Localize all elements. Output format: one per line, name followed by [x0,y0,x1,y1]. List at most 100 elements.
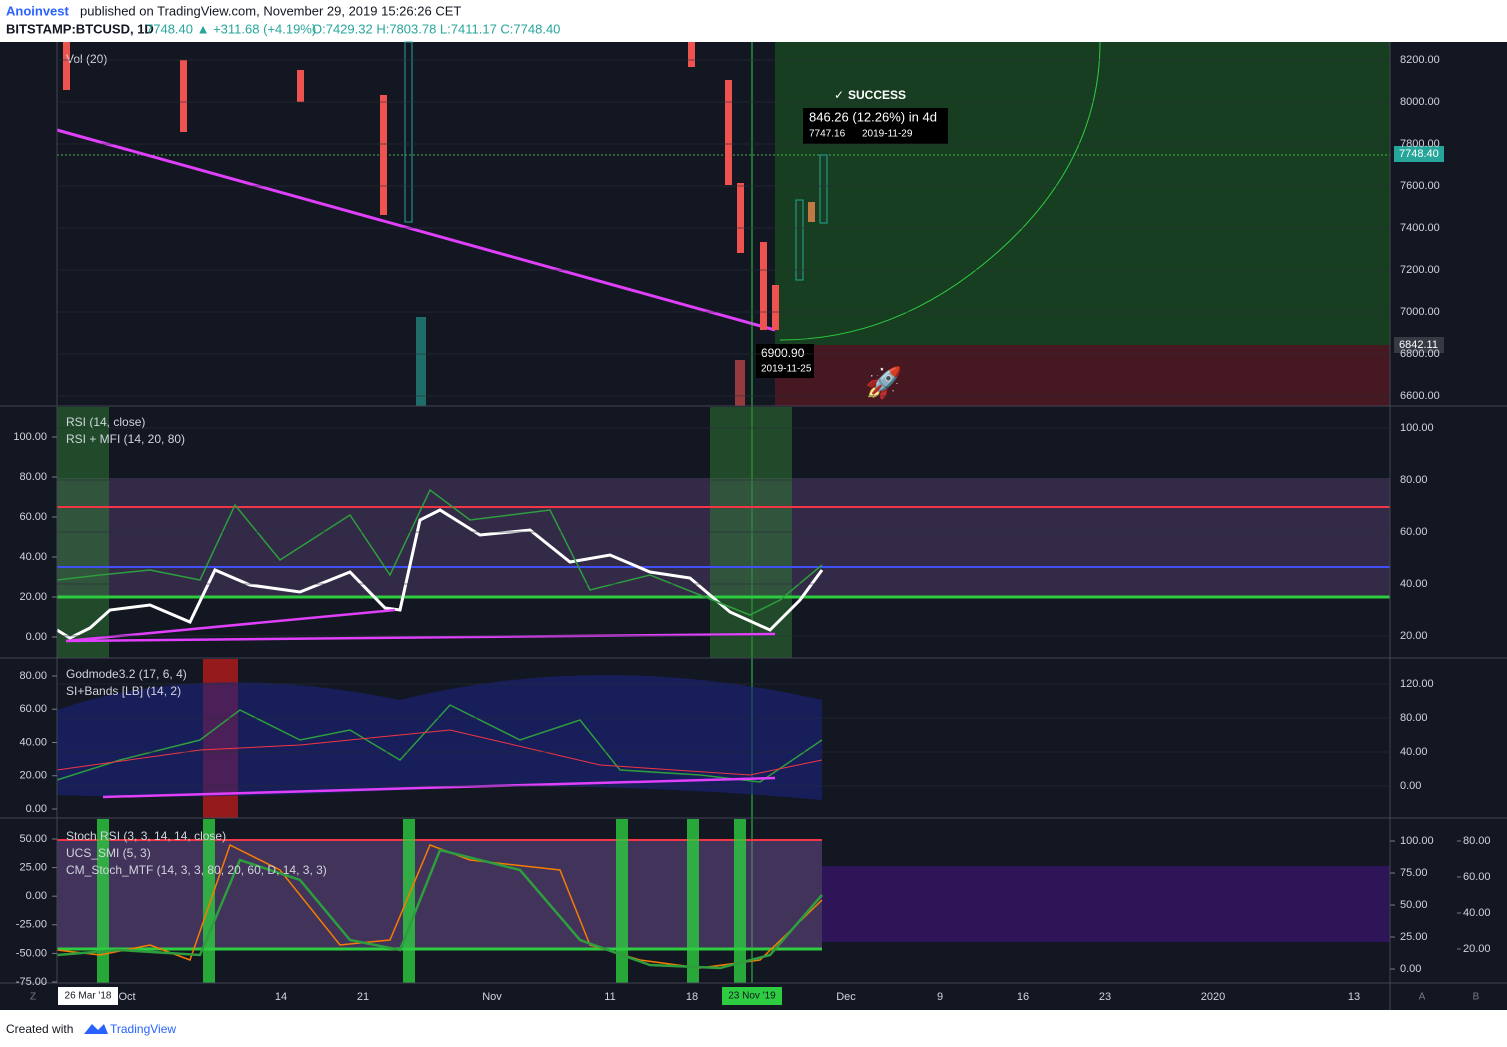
ohlc: O:7429.32 H:7803.78 L:7411.17 C:7748.40 [312,21,560,36]
y-tick-label: -25.00 [16,919,47,931]
smi-line [56,848,823,970]
author[interactable]: Anoinvest [6,3,70,18]
entry-price: 6900.90 [761,346,805,360]
legend: RSI + MFI (14, 20, 80) [66,432,185,446]
candles [63,41,828,406]
y-tick-label: 8200.00 [1400,54,1440,66]
check-icon: ✓ [834,88,844,102]
corner-button[interactable]: B [1473,992,1480,1003]
y-tick-label: 80.00 [19,670,47,682]
gain: 846.26 (12.26%) in 4d [809,109,937,124]
symbol: BITSTAMP:BTCUSD, 1D [6,21,154,36]
y-tick-label: 20.00 [19,591,47,603]
x-tick-label: 16 [1017,991,1029,1003]
y-tick-label: 20.00 [19,770,47,782]
quote: 7748.40 ▲ +311.68 (+4.19%) [146,21,316,36]
target-date: 2019-11-29 [862,129,913,140]
stop-price-tag [1394,337,1444,353]
cursor-marker-box [722,987,782,1005]
y-tick-label: 20.00 [1400,630,1428,642]
rsi-highlight [710,407,792,658]
y-tick-label: 8000.00 [1400,96,1440,108]
last-price-tag [1394,146,1444,162]
rocket-icon: 🚀 [865,365,902,400]
y-tick-label: 7800.00 [1400,138,1440,150]
y-tick-label: 0.00 [26,803,47,815]
logo [84,1024,108,1034]
tooltip [756,344,814,378]
legend: SI+Bands [LB] (14, 2) [66,684,181,698]
x-tick-label: Dec [836,991,856,1003]
y-tick-label: 20.00 [1463,943,1491,955]
y-tick-label: 80.00 [1400,712,1428,724]
corner-button[interactable]: Z [30,992,36,1003]
legend: CM_Stoch_MTF (14, 3, 3, 80, 20, 60, D, 1… [66,863,327,877]
y-tick-label: 7000.00 [1400,306,1440,318]
y-tick-label: 60.00 [19,511,47,523]
x-tick-label: Oct [118,991,135,1003]
x-tick-label: 13 [1348,991,1360,1003]
y-tick-label: 40.00 [19,551,47,563]
x-tick-label: 18 [686,991,698,1003]
y-tick-label: 7200.00 [1400,264,1440,276]
profit-zone [775,42,1390,345]
corner-button[interactable]: A [1419,992,1426,1003]
stoch-band [57,840,822,949]
y-tick-label: 0.00 [1400,963,1421,975]
y-tick-label: 60.00 [19,703,47,715]
legend: Vol (20) [66,52,107,66]
footer-brand[interactable]: TradingView [110,1022,176,1036]
legend: UCS_SMI (5, 3) [66,846,151,860]
last-price: 7748.40 [1399,148,1439,160]
pane-separators [0,42,1507,1010]
y-tick-label: 50.00 [1400,899,1428,911]
x-tick-label: 14 [275,991,287,1003]
target-price: 7747.16 [809,129,846,140]
y-tick-label: 60.00 [1463,871,1491,883]
curve [779,41,1101,341]
y-tick-label: 80.00 [1463,835,1491,847]
y-tick-label: 75.00 [1400,867,1428,879]
y-tick-label: 40.00 [1400,746,1428,758]
y-tick-label: 80.00 [19,471,47,483]
x-tick-label: Nov [482,991,502,1003]
legend: Stoch RSI (3, 3, 14, 14, close) [66,829,226,843]
mtf-band [822,866,1390,942]
y-tick-label: 6800.00 [1400,348,1440,360]
y-tick-label: 0.00 [26,890,47,902]
x-tick-label: 23 [1099,991,1111,1003]
y-tick-label: 40.00 [1463,907,1491,919]
y-tick-label: 7600.00 [1400,180,1440,192]
x-tick-label: 2020 [1201,991,1225,1003]
y-tick-label: 120.00 [1400,678,1434,690]
y-tick-label: 40.00 [19,736,47,748]
y-tick-label: 60.00 [1400,526,1428,538]
divergence [65,632,776,643]
published: published on TradingView.com, November 2… [80,3,461,18]
stoch-signals [97,819,746,983]
y-tick-label: 100.00 [13,431,47,443]
y-tick-label: 7400.00 [1400,222,1440,234]
stop-price: 6842.11 [1399,339,1438,351]
y-tick-label: 50.00 [19,833,47,845]
y-tick-label: 25.00 [1400,931,1428,943]
footer-prefix: Created with [6,1022,73,1036]
y-tick-label: -50.00 [16,947,47,959]
start-marker: 26 Mar '18 [65,991,112,1002]
x-tick-label: 21 [357,991,369,1003]
tooltip [803,108,948,144]
y-tick-label: 100.00 [1400,422,1434,434]
y-tick-label: 80.00 [1400,474,1428,486]
y-tick-label: 0.00 [26,631,47,643]
divergence [102,776,776,799]
bands [57,675,822,800]
rsi-highlight [57,407,109,658]
entry-date: 2019-11-25 [761,364,812,375]
y-tick-label: 25.00 [19,862,47,874]
y-tick-label: -75.00 [16,976,47,988]
mfi-line [56,488,823,616]
y-tick-label: 0.00 [1400,780,1421,792]
cursor-marker: 23 Nov '19 [728,991,776,1002]
y-tick-label: 100.00 [1400,835,1434,847]
